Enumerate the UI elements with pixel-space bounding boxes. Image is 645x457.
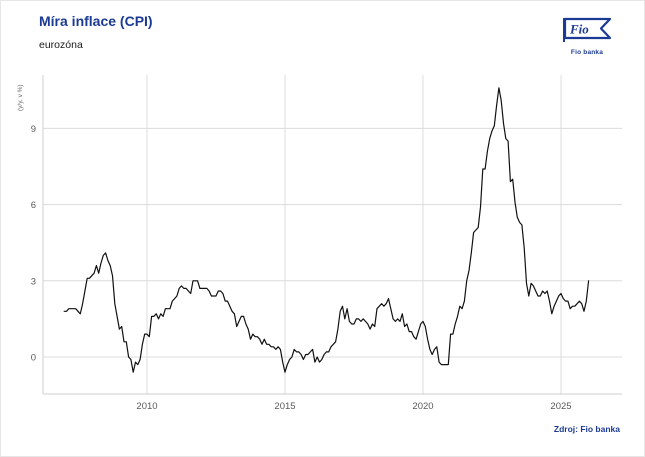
page-title: Míra inflace (CPI): [39, 13, 153, 29]
fio-flag-icon: Fio: [563, 17, 612, 42]
svg-text:2015: 2015: [274, 401, 295, 412]
svg-text:2010: 2010: [136, 401, 157, 412]
fio-logo: Fio Fio banka: [556, 17, 618, 56]
svg-text:3: 3: [31, 276, 36, 287]
svg-text:(y/y, v %): (y/y, v %): [17, 84, 24, 111]
chart-subtitle: eurozóna: [39, 39, 83, 51]
fio-flag-text: Fio: [569, 22, 589, 37]
svg-text:6: 6: [31, 200, 36, 211]
svg-text:2025: 2025: [550, 401, 571, 412]
svg-text:0: 0: [31, 353, 36, 364]
svg-text:2020: 2020: [412, 401, 433, 412]
source-note: Zdroj: Fio banka: [553, 424, 620, 434]
svg-text:9: 9: [31, 124, 36, 135]
fio-logo-caption: Fio banka: [570, 49, 604, 56]
